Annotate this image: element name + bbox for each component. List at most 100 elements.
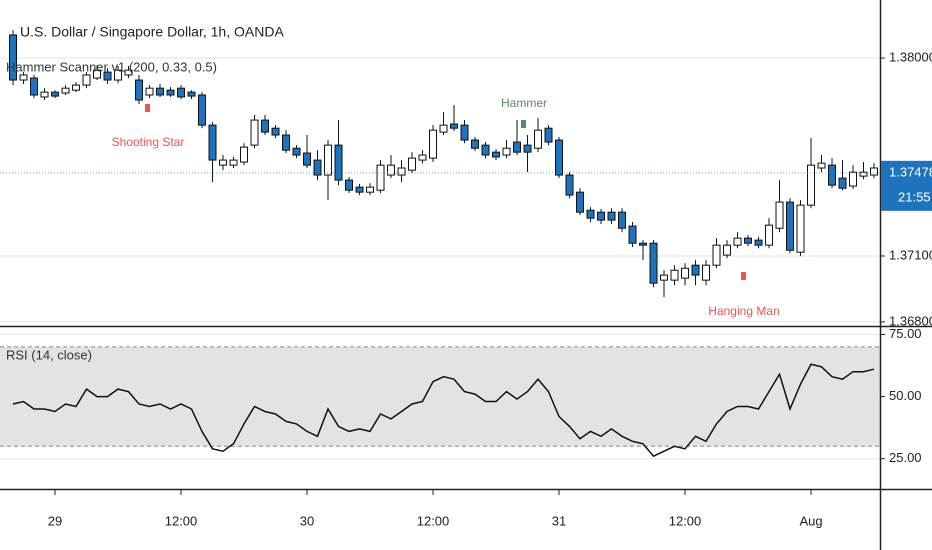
x-tick-label: Aug <box>799 513 822 528</box>
candle-body <box>849 171 858 187</box>
rsi-title: RSI (14, close) <box>6 347 92 362</box>
candle-body <box>744 237 753 244</box>
candle-body <box>565 174 574 196</box>
candle-body <box>723 244 732 256</box>
pattern-label: Hammer <box>501 96 547 110</box>
candle-body <box>30 77 39 96</box>
candle-body <box>817 162 826 169</box>
candle-body <box>250 119 259 146</box>
candle-body <box>334 144 343 181</box>
x-tick-label: 12:00 <box>417 513 450 528</box>
candle-body <box>576 191 585 213</box>
candle-body <box>523 144 532 153</box>
candle-body <box>208 124 217 161</box>
candle-body <box>313 159 322 176</box>
rsi-line <box>12 363 875 458</box>
candle-body <box>775 201 784 229</box>
candle-body <box>408 157 417 171</box>
y-tick-label: 1.37100 <box>889 247 932 262</box>
candle-body <box>240 146 249 163</box>
candle-body <box>439 124 448 133</box>
last-price-label: 1.37478 <box>889 164 932 179</box>
candle-body <box>618 211 627 229</box>
candle-body <box>450 123 459 129</box>
candle-body <box>870 167 879 176</box>
candle-body <box>828 164 837 186</box>
x-tick-label: 29 <box>48 513 62 528</box>
candle-body <box>114 69 123 81</box>
pattern-flag <box>145 104 150 112</box>
last-price-box <box>881 160 932 211</box>
candle-body <box>534 129 543 149</box>
candle-body <box>502 147 511 156</box>
candle-body <box>597 211 606 221</box>
candle-body <box>103 71 112 81</box>
candle-body <box>796 204 805 253</box>
countdown-label: 21:55 <box>898 189 931 204</box>
candle-body <box>492 151 501 158</box>
candle-body <box>712 244 721 266</box>
candle-body <box>93 69 102 79</box>
x-tick-label: 31 <box>552 513 566 528</box>
candle-body <box>303 152 312 166</box>
candle-body <box>292 147 301 156</box>
y-tick-label: 1.38000 <box>889 49 932 64</box>
candle-body <box>754 239 763 246</box>
candle-body <box>198 94 207 126</box>
candle-body <box>429 129 438 159</box>
candle-body <box>649 242 658 284</box>
y-tick-label: 1.36800 <box>889 313 932 328</box>
pattern-flag <box>521 120 526 128</box>
candle-body <box>19 74 28 81</box>
candle-body <box>513 141 522 153</box>
chart-title: U.S. Dollar / Singapore Dollar, 1h, OAND… <box>20 24 284 40</box>
x-tick-label: 12:00 <box>165 513 198 528</box>
candle-body <box>628 225 637 244</box>
candle-body <box>9 34 18 81</box>
candle-body <box>145 87 154 96</box>
candle-body <box>807 164 816 206</box>
candle-body <box>166 89 175 96</box>
candle-body <box>859 171 868 177</box>
candle-body <box>156 87 165 96</box>
candle-body <box>282 134 291 151</box>
candle-body <box>366 186 375 193</box>
candle-body <box>124 69 133 76</box>
candle-body <box>61 87 70 94</box>
candle-body <box>838 177 847 189</box>
candle-body <box>607 211 616 221</box>
candle-body <box>765 224 774 246</box>
y-tick-label: 25.00 <box>889 450 922 465</box>
candle-body <box>544 127 553 143</box>
labels: U.S. Dollar / Singapore Dollar, 1h, OAND… <box>6 24 284 363</box>
indicator-title: Hammer Scanner v1 (200, 0.33, 0.5) <box>6 59 217 74</box>
rsi-pane <box>0 333 880 460</box>
candle-body <box>586 209 595 219</box>
pattern-label: Shooting Star <box>112 135 185 149</box>
candle-body <box>177 87 186 98</box>
candle-body <box>702 264 711 281</box>
y-tick-label: 50.00 <box>889 388 922 403</box>
pattern-flag <box>741 272 746 280</box>
candle-body <box>271 127 280 136</box>
candle-body <box>355 186 364 193</box>
candle-body <box>219 159 228 166</box>
candle-body <box>681 267 690 279</box>
x-tick-label: 12:00 <box>669 513 702 528</box>
candle-body <box>691 264 700 276</box>
y-tick-label: 75.00 <box>889 326 922 341</box>
candle-body <box>229 159 238 166</box>
pattern-label: Hanging Man <box>708 304 779 318</box>
candle-body <box>187 91 196 97</box>
candle-body <box>72 84 81 91</box>
candle-body <box>51 91 60 97</box>
candle-body <box>733 237 742 246</box>
candle-body <box>324 144 333 176</box>
candle-body <box>555 139 564 176</box>
candle-body <box>387 164 396 176</box>
candle-body <box>40 91 49 98</box>
candle-body <box>418 154 427 161</box>
candle-body <box>376 164 385 191</box>
